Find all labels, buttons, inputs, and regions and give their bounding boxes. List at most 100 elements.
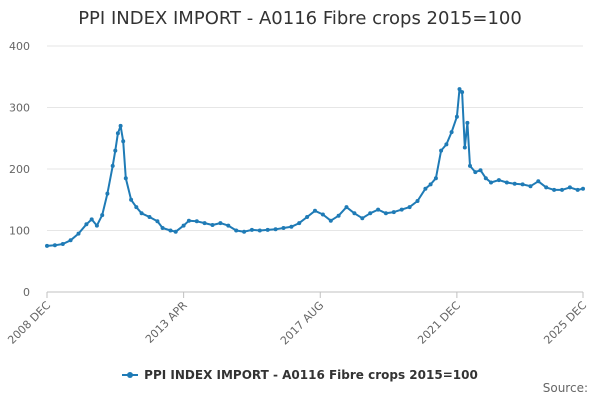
data-point[interactable] (504, 180, 509, 185)
data-point[interactable] (113, 148, 118, 153)
data-point[interactable] (454, 114, 459, 119)
data-point[interactable] (194, 219, 199, 224)
data-point[interactable] (181, 223, 186, 228)
data-point[interactable] (428, 182, 433, 187)
data-point[interactable] (202, 221, 207, 226)
data-point[interactable] (407, 205, 412, 210)
data-point[interactable] (391, 210, 396, 215)
data-point[interactable] (60, 242, 65, 246)
data-point[interactable] (134, 205, 139, 210)
data-point[interactable] (352, 211, 357, 216)
data-point[interactable] (465, 120, 470, 125)
data-point[interactable] (444, 142, 449, 147)
data-point[interactable] (433, 176, 438, 181)
data-point[interactable] (320, 212, 325, 217)
data-point[interactable] (129, 197, 134, 202)
data-point[interactable] (489, 180, 493, 185)
data-point[interactable] (100, 213, 105, 218)
data-point[interactable] (76, 231, 81, 236)
data-point[interactable] (478, 168, 483, 173)
data-point[interactable] (552, 187, 557, 192)
data-point[interactable] (536, 179, 541, 184)
data-point[interactable] (483, 176, 488, 181)
data-point[interactable] (344, 205, 349, 210)
data-point[interactable] (289, 224, 294, 229)
data-point[interactable] (462, 145, 467, 150)
data-point[interactable] (186, 218, 191, 223)
data-point[interactable] (89, 217, 94, 222)
data-point[interactable] (468, 163, 472, 168)
data-point[interactable] (265, 227, 270, 232)
data-point[interactable] (84, 222, 89, 227)
data-point[interactable] (560, 187, 564, 192)
data-point[interactable] (520, 182, 525, 187)
data-point[interactable] (449, 130, 454, 135)
data-point[interactable] (528, 184, 533, 189)
data-point[interactable] (105, 191, 110, 196)
data-point[interactable] (139, 211, 144, 216)
legend-label: PPI INDEX IMPORT - A0116 Fibre crops 201… (144, 368, 478, 382)
data-point[interactable] (168, 228, 173, 233)
data-point[interactable] (210, 223, 215, 227)
data-point[interactable] (512, 181, 517, 186)
data-point[interactable] (376, 207, 381, 212)
legend: PPI INDEX IMPORT - A0116 Fibre crops 201… (0, 365, 600, 382)
data-point[interactable] (496, 178, 501, 183)
data-point[interactable] (281, 226, 286, 230)
data-point[interactable] (297, 221, 302, 226)
data-point[interactable] (567, 185, 572, 190)
legend-item-series[interactable]: PPI INDEX IMPORT - A0116 Fibre crops 201… (122, 368, 478, 382)
data-point[interactable] (423, 186, 428, 191)
data-point[interactable] (544, 185, 549, 190)
data-point[interactable] (147, 215, 152, 219)
data-point[interactable] (94, 223, 99, 228)
x-tick-label: 2021 DEC (415, 299, 463, 347)
data-point[interactable] (368, 211, 373, 216)
data-point[interactable] (575, 187, 580, 192)
data-point[interactable] (45, 243, 49, 248)
data-point[interactable] (249, 227, 254, 232)
data-point[interactable] (439, 148, 444, 153)
data-point[interactable] (234, 228, 239, 233)
y-tick-label: 300 (9, 102, 30, 115)
data-point[interactable] (336, 213, 341, 218)
grid-lines (47, 45, 583, 231)
data-point[interactable] (360, 216, 365, 221)
y-tick-label: 100 (9, 225, 30, 238)
x-tick-label: 2013 APR (143, 299, 190, 346)
data-point[interactable] (155, 219, 160, 224)
y-tick-label: 200 (9, 163, 30, 176)
data-point[interactable] (473, 170, 478, 175)
data-point[interactable] (160, 226, 165, 230)
data-point[interactable] (242, 229, 247, 234)
data-point[interactable] (399, 207, 404, 212)
data-point[interactable] (313, 208, 317, 213)
data-point[interactable] (115, 131, 120, 136)
data-point[interactable] (273, 227, 278, 232)
data-point[interactable] (415, 199, 420, 203)
data-point[interactable] (110, 163, 115, 168)
x-tick-label: 2008 DEC (5, 299, 53, 347)
y-tick-label: 0 (23, 286, 30, 299)
source-link[interactable]: Source: (542, 381, 588, 395)
data-point[interactable] (173, 229, 178, 234)
data-point[interactable] (123, 176, 128, 181)
data-point[interactable] (257, 228, 262, 233)
data-point[interactable] (328, 218, 333, 223)
x-tick-label: 2025 DEC (541, 299, 589, 347)
data-point[interactable] (118, 123, 123, 128)
data-point[interactable] (305, 215, 310, 219)
series-layer (45, 87, 585, 248)
x-tick-label: 2017 AUG (278, 299, 327, 348)
data-point[interactable] (68, 238, 73, 243)
data-point[interactable] (383, 211, 388, 216)
data-point[interactable] (121, 139, 126, 144)
data-point[interactable] (457, 87, 462, 92)
data-point[interactable] (460, 90, 465, 95)
data-point[interactable] (226, 223, 231, 228)
series-line (46, 88, 584, 247)
data-point[interactable] (218, 221, 223, 226)
data-point[interactable] (581, 186, 585, 191)
y-tick-label: 400 (9, 40, 30, 53)
data-point[interactable] (52, 243, 57, 248)
